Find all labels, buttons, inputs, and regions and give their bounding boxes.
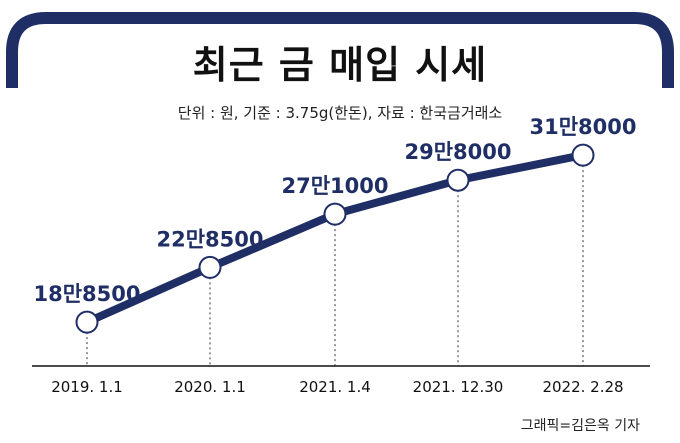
header-frame [6, 12, 674, 88]
credit-text: 그래픽=김은옥 기자 [521, 418, 640, 434]
guide-lines [86, 155, 584, 366]
chart-subtitle: 단위 : 원, 기준 : 3.75g(한돈), 자료 : 한국금거래소 [178, 104, 503, 122]
x-tick-label: 2022. 2.28 [542, 378, 623, 396]
x-tick-label: 2021. 12.30 [413, 378, 504, 396]
x-tick-label: 2021. 1.4 [299, 378, 371, 396]
data-point [75, 310, 99, 334]
data-markers [75, 143, 595, 334]
x-tick-label: 2019. 1.1 [51, 378, 123, 396]
data-label: 31만8000 [530, 115, 637, 139]
data-point [446, 168, 470, 192]
data-labels: 18만8500 22만8500 27만1000 29만8000 31만8000 [34, 115, 637, 306]
data-label: 27만1000 [282, 174, 389, 198]
data-point [571, 143, 595, 167]
data-label: 29만8000 [405, 140, 512, 164]
data-label: 22만8500 [157, 227, 264, 251]
x-tick-label: 2020. 1.1 [174, 378, 246, 396]
data-label: 18만8500 [34, 282, 141, 306]
data-point [323, 202, 347, 226]
x-tick-labels: 2019. 1.1 2020. 1.1 2021. 1.4 2021. 12.30 20… [51, 378, 623, 396]
chart-title: 최근 금 매입 시세 [193, 43, 487, 87]
data-point [198, 255, 222, 279]
